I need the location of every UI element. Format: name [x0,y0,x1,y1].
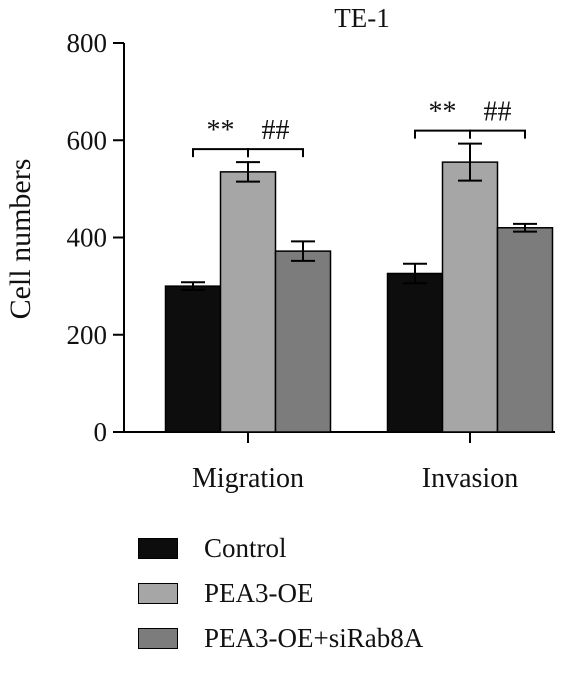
bar-invasion-pea3-oe-sirab8a [496,227,554,433]
svg-text:**: ** [207,115,235,146]
legend-item-control: Control [138,532,423,563]
bar-migration-pea3-oe-sirab8a [274,250,332,433]
y-tick-label-0: 0 [94,417,108,447]
significance-bracket-migration-stars: ** [192,115,249,158]
error-bar-invasion-control [403,262,427,285]
chart-title: TE-1 [334,3,389,33]
y-tick-label-800: 800 [67,28,108,58]
significance-bracket-migration-hashes: ## [247,115,304,158]
x-tick-label-migration: Migration [192,463,304,494]
error-bar-migration-pea3-oe [236,161,260,183]
legend-swatch-control [138,537,178,559]
legend-item-pea3-oe: PEA3-OE [138,577,423,608]
bar-invasion-pea3-oe [441,161,499,433]
error-bar-migration-control [181,281,205,292]
legend-label-pea3-oe-sirab8a: PEA3-OE+siRab8A [204,622,424,653]
error-bar-invasion-pea3-oe [458,142,482,182]
y-tick-label-600: 600 [67,125,108,155]
legend-swatch-pea3-oe [138,582,178,604]
svg-text:**: ** [429,97,457,128]
svg-text:##: ## [262,115,290,146]
legend-swatch-pea3-oe-sirab8a [138,627,178,649]
bar-invasion-control [386,272,444,433]
y-axis-label: Cell numbers [4,159,37,320]
significance-bracket-invasion-stars: ** [414,97,471,139]
error-bar-invasion-pea3-oe-sirab8a [513,222,537,233]
bar-migration-control [164,285,222,433]
significance-bracket-invasion-hashes: ## [469,97,526,139]
y-tick-label-200: 200 [67,320,108,350]
bar-migration-pea3-oe [219,171,277,433]
legend-label-control: Control [204,532,287,563]
legend-label-pea3-oe: PEA3-OE [204,577,314,608]
chart-legend: Control PEA3-OE PEA3-OE+siRab8A [138,532,424,669]
x-tick-label-invasion: Invasion [422,463,518,494]
error-bar-migration-pea3-oe-sirab8a [291,240,315,262]
svg-text:##: ## [484,97,512,128]
legend-item-pea3-oe-sirab8a: PEA3-OE+siRab8A [138,622,424,653]
y-tick-label-400: 400 [67,223,108,253]
bar-chart: TE-1 Cell numbers 0 200 400 600 800 Migratio… [4,3,555,494]
